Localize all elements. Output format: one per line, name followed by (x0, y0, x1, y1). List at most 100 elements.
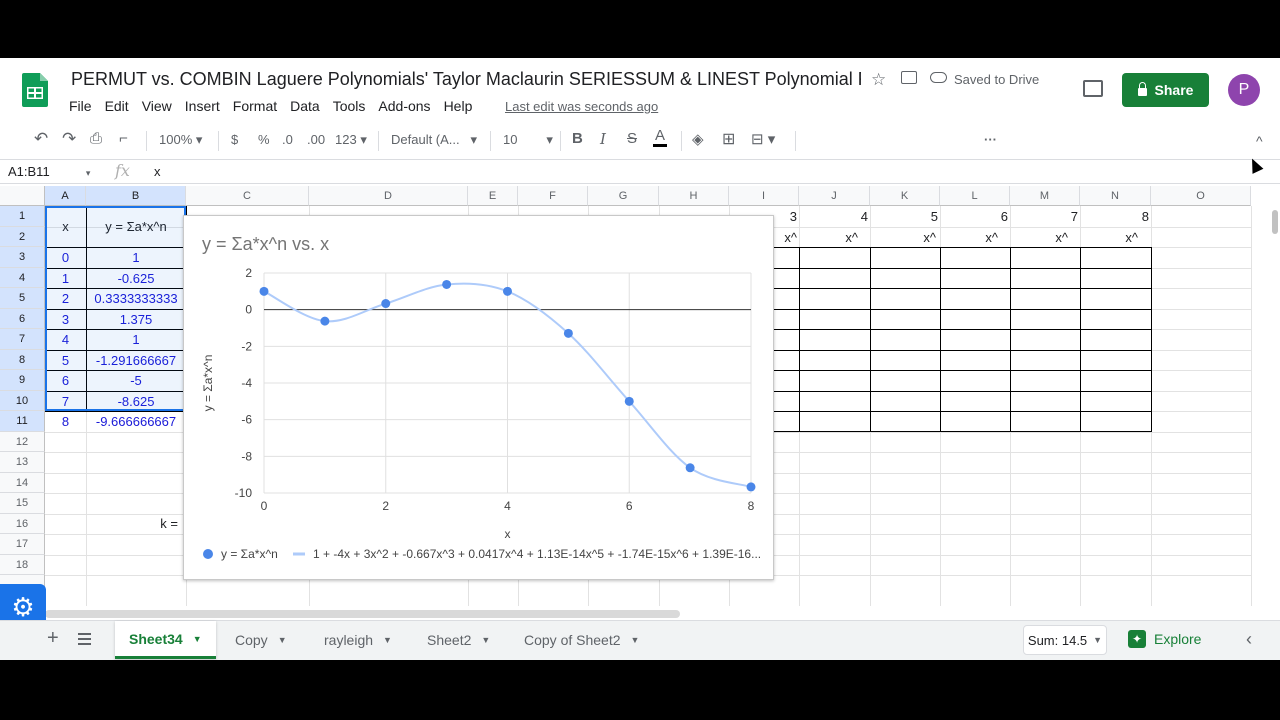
column-header[interactable]: F (518, 186, 588, 206)
undo-icon[interactable]: ↶ (34, 129, 49, 148)
row-header[interactable]: 14 (0, 473, 45, 493)
menu-format[interactable]: Format (232, 98, 278, 114)
sum-indicator[interactable]: Sum: 14.5 ▼ (1023, 625, 1107, 655)
column-header[interactable]: O (1151, 186, 1251, 206)
font-size-select[interactable]: 10 ▾ (503, 132, 553, 147)
font-select[interactable]: Default (A... ▾ (391, 132, 478, 147)
column-header[interactable]: B (86, 186, 186, 206)
scatter-chart[interactable]: y = Σa*x^n vs. x 0 2 4 6 8 2 0 -2 -4 -6 -8 -10 x y = … (183, 215, 774, 580)
cell-x-value[interactable]: 6 (61, 373, 70, 388)
more-tools-button[interactable]: ··· (984, 132, 997, 147)
cell-y-value[interactable]: 1 (132, 250, 140, 265)
column-header[interactable]: N (1080, 186, 1151, 206)
cell-exponent[interactable]: 5 (930, 209, 938, 224)
cell-header-x[interactable]: x (62, 219, 69, 234)
column-header[interactable]: L (940, 186, 1010, 206)
cell-power-label[interactable]: x^ (784, 229, 797, 245)
column-header[interactable]: K (870, 186, 940, 206)
move-folder-icon[interactable] (901, 71, 917, 84)
sheets-logo-icon[interactable] (22, 73, 48, 107)
menu-insert[interactable]: Insert (184, 98, 220, 114)
cell-x-value[interactable]: 7 (61, 393, 70, 409)
menu-tools[interactable]: Tools (332, 98, 366, 114)
row-header[interactable]: 8 (0, 350, 45, 370)
all-sheets-icon[interactable] (78, 633, 91, 645)
chart-title[interactable]: y = Σa*x^n vs. x (202, 234, 330, 254)
cell-y-value[interactable]: -5 (130, 373, 142, 388)
menu-view[interactable]: View (141, 98, 172, 114)
cell-x-value[interactable]: 0 (61, 250, 70, 265)
row-header[interactable]: 18 (0, 555, 45, 575)
borders-icon[interactable]: ⊞ (722, 131, 736, 148)
cell-exponent[interactable]: 3 (789, 209, 797, 224)
horizontal-scroll-thumb[interactable] (45, 610, 680, 618)
document-title[interactable]: PERMUT vs. COMBIN Laguere Polynomials' T… (71, 69, 861, 89)
cell-y-value[interactable]: -9.666666667 (95, 414, 177, 429)
tab-copy-of-sheet2[interactable]: Copy of Sheet2 ▼ (510, 621, 653, 659)
last-edit-link[interactable]: Last edit was seconds ago (505, 99, 659, 114)
star-icon[interactable]: ☆ (871, 70, 887, 89)
explore-button[interactable]: ✦ Explore (1128, 630, 1201, 648)
cloud-saved-icon[interactable] (930, 72, 947, 83)
row-header[interactable]: 4 (0, 268, 45, 288)
share-button[interactable]: Share (1122, 73, 1209, 107)
vertical-scroll-thumb[interactable] (1272, 210, 1278, 234)
cell-y-value[interactable]: 1 (132, 332, 140, 347)
cell-k-label[interactable]: k = (160, 516, 178, 531)
column-header[interactable]: C (186, 186, 309, 206)
column-header[interactable]: A (45, 186, 86, 206)
row-header[interactable]: 2 (0, 227, 45, 247)
cell-x-value[interactable]: 3 (61, 311, 70, 327)
menu-file[interactable]: File (69, 98, 92, 114)
cell-exponent[interactable]: 7 (1070, 209, 1078, 224)
avatar[interactable]: P (1228, 74, 1260, 106)
row-header[interactable]: 16 (0, 514, 45, 534)
row-header[interactable]: 7 (0, 329, 45, 350)
cell-exponent[interactable]: 4 (860, 209, 868, 224)
increase-decimal-button[interactable]: .00 (307, 132, 326, 147)
cell-y-value[interactable]: -8.625 (117, 393, 155, 409)
tab-copy[interactable]: Copy ▼ (221, 621, 301, 659)
menu-edit[interactable]: Edit (104, 98, 129, 114)
cell-x-value[interactable]: 4 (61, 332, 70, 347)
merge-cells-icon[interactable]: ⊟ ▾ (751, 131, 776, 148)
bold-button[interactable]: B (572, 130, 583, 147)
currency-button[interactable]: $ (231, 132, 239, 147)
cell-y-value[interactable]: -0.625 (117, 270, 155, 286)
paint-format-icon[interactable]: ⌐ (119, 130, 128, 147)
formula-input[interactable]: x (154, 164, 161, 179)
tab-rayleigh[interactable]: rayleigh ▼ (310, 621, 406, 659)
row-header[interactable]: 9 (0, 370, 45, 391)
tab-sheet34[interactable]: Sheet34 ▼ (115, 621, 216, 659)
print-icon[interactable]: ⎙ (90, 130, 103, 147)
redo-icon[interactable]: ↷ (62, 129, 77, 148)
row-header[interactable]: 17 (0, 534, 45, 555)
cell-power-label[interactable]: x^ (985, 229, 998, 245)
cell-x-value[interactable]: 8 (61, 414, 70, 429)
more-formats-select[interactable]: 123 ▾ (335, 132, 367, 147)
cell-y-value[interactable]: 0.3333333333 (94, 291, 178, 306)
add-sheet-icon[interactable]: + (47, 627, 59, 649)
italic-button[interactable]: I (600, 130, 606, 148)
cell-power-label[interactable]: x^ (1125, 229, 1138, 245)
cell-exponent[interactable]: 8 (1141, 209, 1149, 224)
column-header[interactable]: J (799, 186, 870, 206)
tab-sheet2[interactable]: Sheet2 ▼ (413, 621, 504, 659)
menu-addons[interactable]: Add-ons (378, 98, 431, 114)
cell-power-label[interactable]: x^ (923, 229, 936, 245)
menu-help[interactable]: Help (443, 98, 473, 114)
vertical-scrollbar[interactable] (1270, 206, 1280, 606)
column-header[interactable]: G (588, 186, 659, 206)
column-header[interactable]: H (659, 186, 729, 206)
strikethrough-button[interactable]: S (627, 130, 638, 147)
row-header[interactable]: 3 (0, 247, 45, 268)
cell-exponent[interactable]: 6 (1000, 209, 1008, 224)
menu-data[interactable]: Data (290, 98, 320, 114)
percent-button[interactable]: % (258, 132, 270, 147)
cell-power-label[interactable]: x^ (1055, 229, 1068, 245)
cell-x-value[interactable]: 5 (61, 352, 70, 368)
row-header[interactable]: 13 (0, 452, 45, 473)
column-header[interactable]: I (729, 186, 799, 206)
row-header[interactable]: 6 (0, 309, 45, 329)
column-header[interactable]: M (1010, 186, 1080, 206)
